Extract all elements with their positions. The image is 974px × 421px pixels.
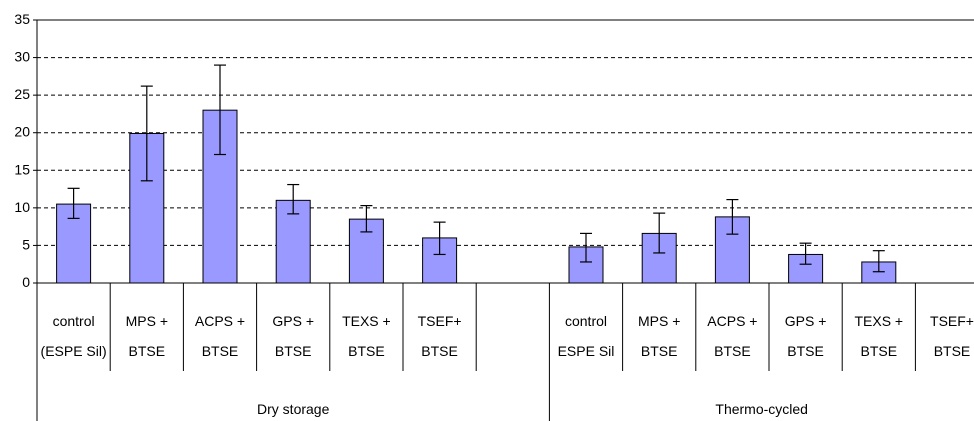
y-tick-label: 0 — [22, 274, 30, 290]
category-label: control — [53, 313, 95, 329]
category-label: MPS + — [126, 313, 168, 329]
group-label: Dry storage — [257, 401, 330, 417]
y-tick-label: 35 — [14, 11, 30, 27]
category-labels: control (ESPE Sil) MPS + BTSE ACPS + BTSE GPS … — [41, 313, 974, 417]
y-tick-label: 25 — [14, 86, 30, 102]
category-label: BTSE — [787, 343, 824, 359]
category-label: BTSE — [934, 343, 971, 359]
category-label: BTSE — [129, 343, 166, 359]
category-label: TEXS + — [342, 313, 391, 329]
y-tick-label: 5 — [22, 236, 30, 252]
y-tick-labels: 0 5 10 15 20 25 30 35 — [14, 11, 30, 290]
category-label: ACPS + — [707, 313, 757, 329]
bar-0-3 — [275, 199, 311, 284]
grid-lines — [37, 19, 974, 246]
group-label: Thermo-cycled — [715, 401, 808, 417]
category-label: control — [565, 313, 607, 329]
category-label: (ESPE Sil) — [41, 343, 107, 359]
y-tick-label: 30 — [14, 49, 30, 65]
category-label: BTSE — [275, 343, 312, 359]
category-label: BTSE — [861, 343, 898, 359]
y-tick-label: 15 — [14, 161, 30, 177]
category-label: ACPS + — [195, 313, 245, 329]
category-label: BTSE — [641, 343, 678, 359]
category-label: MPS + — [638, 313, 680, 329]
category-label: ESPE Sil — [558, 343, 615, 359]
category-label: GPS + — [785, 313, 827, 329]
category-label: TSEF+ — [418, 313, 462, 329]
axes — [33, 19, 974, 421]
category-label: BTSE — [714, 343, 751, 359]
category-label: TSEF+ — [930, 313, 974, 329]
y-tick-label: 10 — [14, 199, 30, 215]
category-label: TEXS + — [854, 313, 903, 329]
category-label: BTSE — [202, 343, 239, 359]
y-tick-label: 20 — [14, 124, 30, 140]
category-label: GPS + — [272, 313, 314, 329]
category-label: BTSE — [348, 343, 385, 359]
category-label: BTSE — [421, 343, 458, 359]
bars — [56, 64, 897, 284]
